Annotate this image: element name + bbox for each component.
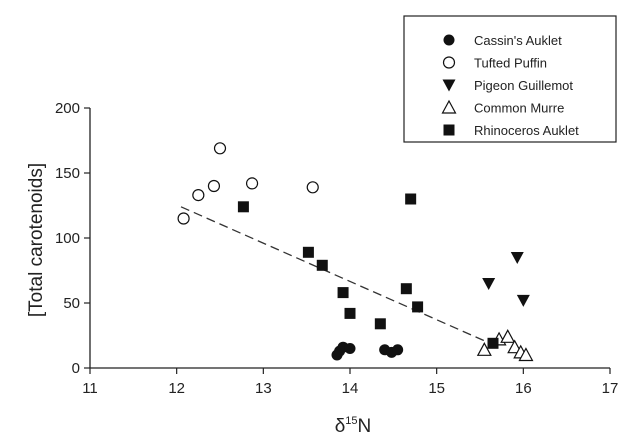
legend-item-pigeon-guillemot: Pigeon Guillemot (442, 78, 573, 93)
x-tick-label: 13 (255, 380, 272, 397)
point-tufted-puffin (245, 177, 259, 190)
y-axis-ticks: 0 50 100 150 200 (55, 100, 90, 377)
series-rhinoceros-auklet (237, 193, 499, 349)
point-rhinoceros-auklet (374, 318, 386, 330)
point-rhinoceros-auklet (237, 201, 249, 213)
series-cassin-s-auklet (331, 341, 404, 361)
point-pigeon-guillemot (482, 278, 496, 290)
x-tick-label: 17 (602, 380, 619, 397)
legend-marker-rhinoceros-auklet (443, 124, 455, 136)
legend-label: Pigeon Guillemot (474, 78, 573, 93)
point-tufted-puffin (207, 179, 221, 193)
legend-label: Rhinoceros Auklet (474, 123, 579, 138)
legend-box (403, 15, 617, 143)
legend-item-tufted-puffin: Tufted Puffin (442, 56, 547, 71)
legend-label: Common Murre (474, 101, 564, 116)
point-tufted-puffin (213, 142, 227, 155)
series-common-murre (476, 329, 534, 362)
point-tufted-puffin (177, 212, 190, 225)
point-cassin-s-auklet (344, 343, 356, 354)
point-rhinoceros-auklet (337, 287, 349, 299)
legend-item-cassin-s-auklet: Cassin's Auklet (443, 33, 562, 48)
series-pigeon-guillemot (482, 252, 530, 307)
legend-label: Tufted Puffin (474, 56, 547, 71)
point-rhinoceros-auklet (405, 193, 417, 205)
legend-label: Cassin's Auklet (474, 33, 562, 48)
point-rhinoceros-auklet (412, 301, 424, 313)
point-common-murre (518, 347, 534, 362)
legend-item-rhinoceros-auklet: Rhinoceros Auklet (443, 123, 579, 138)
legend-item-common-murre: Common Murre (441, 99, 564, 116)
x-tick-label: 15 (428, 380, 445, 397)
x-tick-label: 11 (82, 380, 98, 397)
legend-marker-tufted-puffin (442, 56, 456, 69)
y-tick-label: 200 (55, 100, 80, 117)
x-tick-label: 12 (168, 380, 185, 397)
legend-marker-cassin-s-auklet (443, 34, 455, 46)
y-tick-label: 150 (55, 165, 80, 182)
trendline (180, 206, 494, 346)
point-pigeon-guillemot (516, 294, 530, 307)
y-tick-label: 50 (63, 295, 80, 312)
x-axis-label: δ15N (335, 415, 372, 437)
point-tufted-puffin (192, 189, 205, 202)
y-axis-label: [Total carotenoids] (26, 163, 47, 317)
point-common-murre (507, 339, 523, 354)
legend-marker-common-murre (441, 99, 457, 114)
regression-line (180, 206, 494, 346)
point-pigeon-guillemot (510, 252, 524, 264)
plot-frame (89, 108, 610, 369)
point-rhinoceros-auklet (487, 337, 499, 349)
x-axis-ticks: 11 12 13 14 15 16 17 (82, 368, 618, 397)
point-tufted-puffin (306, 181, 319, 194)
legend-marker-pigeon-guillemot (442, 79, 456, 92)
data-points (177, 142, 534, 362)
point-common-murre (476, 342, 492, 356)
legend: Cassin's Auklet Tufted Puffin Pigeon Guill… (403, 15, 617, 143)
y-tick-label: 100 (55, 230, 80, 247)
point-rhinoceros-auklet (400, 283, 412, 295)
x-tick-label: 16 (515, 380, 532, 397)
point-common-murre (500, 329, 516, 343)
point-rhinoceros-auklet (302, 246, 314, 258)
point-rhinoceros-auklet (344, 307, 356, 319)
point-rhinoceros-auklet (316, 259, 328, 271)
point-cassin-s-auklet (392, 344, 404, 356)
y-tick-label: 0 (72, 360, 80, 377)
x-tick-label: 14 (342, 380, 359, 397)
series-tufted-puffin (177, 142, 319, 225)
